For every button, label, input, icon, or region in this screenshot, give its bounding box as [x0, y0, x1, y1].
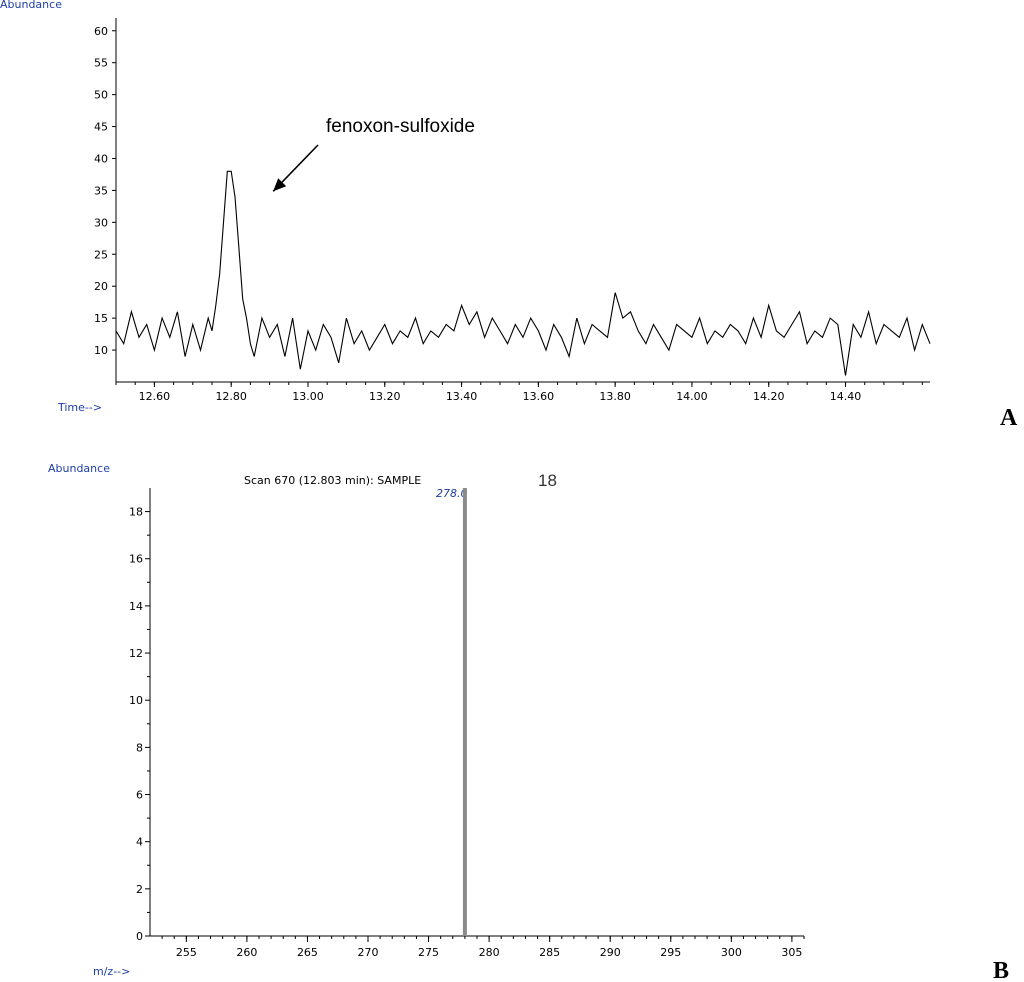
panel-a-annotation: fenoxon-sulfoxide: [326, 116, 475, 137]
annotation-arrow-head: [273, 178, 287, 192]
panel-a-x-tick-label: 13.20: [369, 390, 401, 403]
panel-b-x-tick-label: 300: [721, 946, 742, 959]
panel-b-y-tick-label: 10: [129, 694, 143, 707]
panel-letter-a: A: [1000, 405, 1018, 431]
panel-b-y-tick-label: 8: [136, 741, 143, 754]
panel-b-x-tick-label: 255: [176, 946, 197, 959]
panel-b-x-tick-label: 305: [781, 946, 802, 959]
panel-a-x-tick-label: 12.80: [215, 390, 247, 403]
panel-b-x-tick-label: 265: [297, 946, 318, 959]
panel-b-peak-label: 278.0: [436, 487, 468, 500]
panel-a-x-tick-label: 12.60: [139, 390, 171, 403]
panel-b-ylabel: Abundance: [48, 462, 110, 475]
panel-b-y-tick-label: 18: [129, 506, 143, 519]
panel-b-x-tick-label: 275: [418, 946, 439, 959]
panel-a-x-tick-label: 13.40: [446, 390, 478, 403]
panel-b-y-tick-label: 16: [129, 553, 143, 566]
panel-a-y-tick-label: 15: [94, 312, 108, 325]
panel-a-x-tick-label: 13.60: [523, 390, 555, 403]
panel-a-y-tick-label: 55: [94, 57, 108, 70]
panel-a-x-tick-label: 14.20: [753, 390, 785, 403]
panel-b-y-tick-label: 12: [129, 647, 143, 660]
panel-a-y-tick-label: 50: [94, 89, 108, 102]
panel-a-x-tick-label: 14.00: [676, 390, 708, 403]
panel-letter-b: B: [993, 958, 1009, 982]
panel-b-title: Scan 670 (12.803 min): SAMPLE: [244, 474, 421, 487]
panel-b-y-tick-label: 4: [136, 836, 143, 849]
panel-b-x-tick-label: 270: [358, 946, 379, 959]
panel-b-x-tick-label: 295: [660, 946, 681, 959]
panel-b-x-tick-label: 285: [539, 946, 560, 959]
panel-b-y-tick-label: 14: [129, 600, 143, 613]
panel-a-series-line: [115, 170, 931, 376]
panel-b-x-tick-label: 280: [479, 946, 500, 959]
panel-b-y-tick-label: 2: [136, 883, 143, 896]
panel-a-x-tick-label: 13.80: [599, 390, 631, 403]
panel-b-x-tick-label: 260: [236, 946, 257, 959]
panel-a-y-tick-label: 40: [94, 152, 108, 165]
panel-b-y-tick-label: 0: [136, 930, 143, 943]
panel-b-y-tick-label: 6: [136, 789, 143, 802]
panel-a-y-tick-label: 10: [94, 344, 108, 357]
panel-a-y-tick-label: 60: [94, 25, 108, 38]
panel-a-y-tick-label: 25: [94, 248, 108, 261]
panel-b-title-suffix: 18: [538, 471, 557, 490]
panel-a-xlabel: Time-->: [57, 401, 102, 414]
panel-a-y-tick-label: 45: [94, 121, 108, 134]
panel-a-x-tick-label: 13.00: [292, 390, 324, 403]
panel-b-xlabel: m/z-->: [93, 965, 130, 978]
panel-a-x-tick-label: 14.40: [830, 390, 862, 403]
panel-a-ylabel: Abundance: [0, 0, 62, 11]
panel-b-x-tick-label: 290: [600, 946, 621, 959]
panel-a-y-tick-label: 30: [94, 216, 108, 229]
panel-a-y-tick-label: 35: [94, 184, 108, 197]
panel-a-y-tick-label: 20: [94, 280, 108, 293]
